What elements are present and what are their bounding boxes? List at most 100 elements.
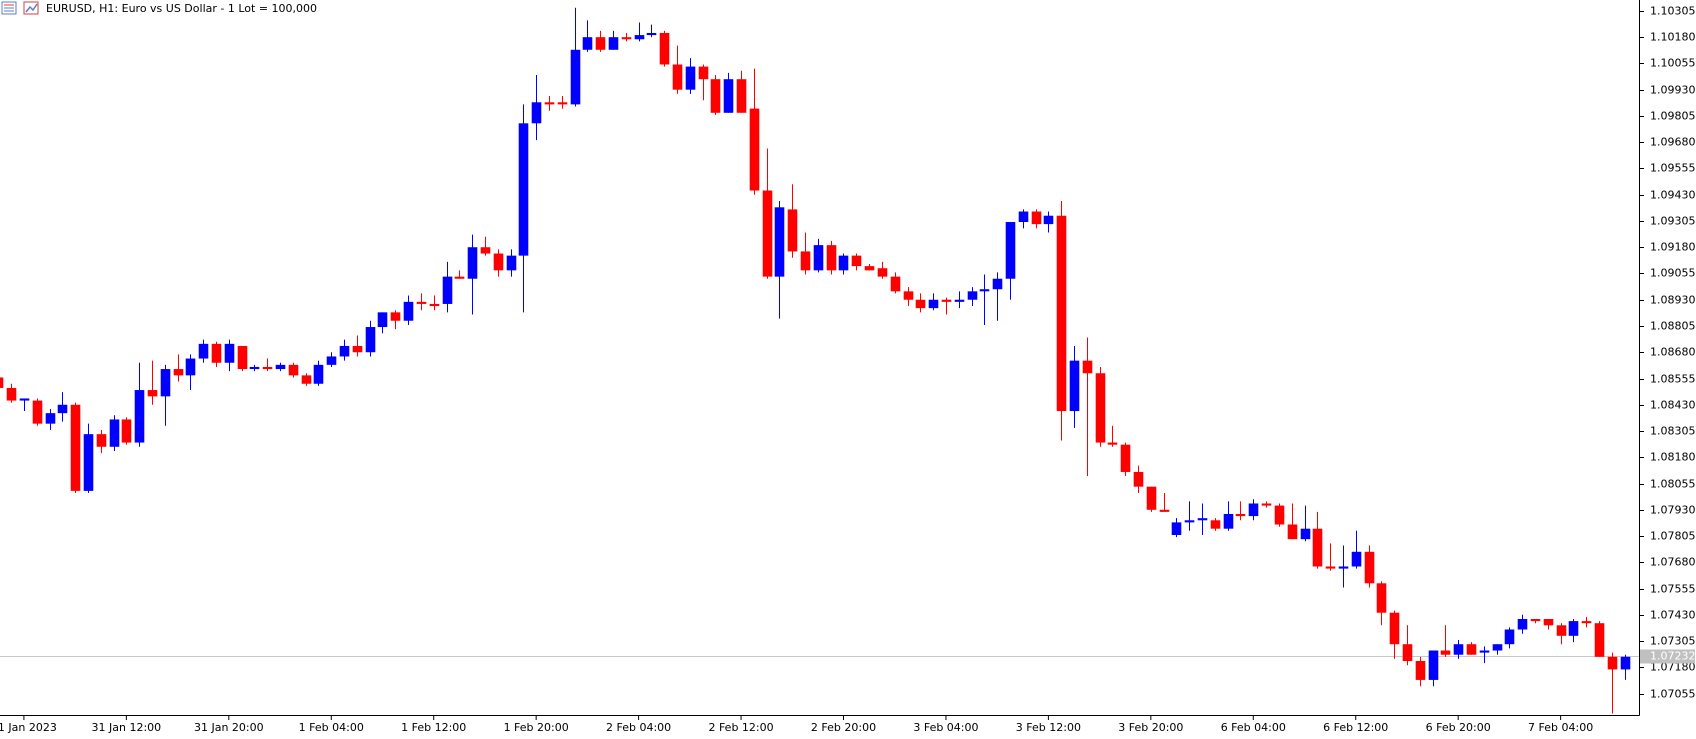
candle-body — [1248, 503, 1259, 517]
candle-body — [0, 377, 4, 388]
candle-body — [1197, 518, 1208, 521]
candle-body — [109, 419, 120, 447]
x-tick-label: 2 Feb 04:00 — [606, 721, 671, 734]
candle-body — [1235, 513, 1246, 517]
candle-body — [160, 369, 171, 397]
x-tick-label: 7 Feb 04:00 — [1528, 721, 1593, 734]
x-tick-label: 6 Feb 04:00 — [1221, 721, 1286, 734]
candle-body — [377, 312, 388, 328]
x-tick-label: 1 Feb 12:00 — [401, 721, 466, 734]
candle-body — [954, 299, 965, 302]
y-tick-label: 1.07180 — [1650, 661, 1696, 674]
candle-body — [1133, 471, 1144, 487]
chart-icon-line — [25, 3, 38, 13]
candle-body — [1082, 360, 1093, 374]
candle-body — [313, 364, 324, 384]
candle-body — [480, 247, 491, 254]
candle-body — [1364, 551, 1375, 584]
candle-body — [211, 343, 222, 363]
candle-body — [595, 37, 606, 50]
candle-body — [890, 276, 901, 292]
candle-body — [1159, 509, 1170, 512]
candle-body — [1184, 520, 1195, 523]
candle-body — [493, 253, 504, 271]
candle-body — [454, 276, 465, 279]
candle-body — [941, 299, 952, 302]
y-tick-label: 1.07055 — [1650, 688, 1696, 701]
candle-body — [1018, 211, 1029, 223]
y-tick-label: 1.09305 — [1650, 215, 1696, 228]
candle-body — [557, 102, 568, 105]
x-tick-label: 6 Feb 20:00 — [1426, 721, 1491, 734]
candle-body — [1389, 612, 1400, 645]
y-tick-label: 1.08305 — [1650, 425, 1696, 438]
y-tick-label: 1.09930 — [1650, 84, 1696, 97]
candle-body — [1325, 566, 1336, 569]
candle-body — [1312, 528, 1323, 567]
candle-body — [1504, 629, 1515, 645]
candle-body — [608, 37, 619, 50]
candle-body — [1171, 522, 1182, 535]
candle-body — [698, 66, 709, 80]
candle-body — [467, 247, 478, 279]
candle-body — [173, 369, 184, 376]
candle-body — [1466, 644, 1477, 655]
y-tick-label: 1.09805 — [1650, 110, 1696, 123]
candle-body — [1440, 650, 1451, 655]
candle-body — [275, 364, 286, 370]
candle-body — [621, 37, 632, 40]
candle-body — [787, 209, 798, 252]
candle-body — [403, 301, 414, 321]
candle-body — [1043, 215, 1054, 225]
candle-body — [851, 255, 862, 267]
candle-body — [147, 390, 158, 397]
candle-body — [1556, 625, 1567, 636]
candle-body — [826, 245, 837, 271]
candle-body — [723, 79, 734, 113]
candle-body — [659, 32, 670, 65]
y-tick-label: 1.07680 — [1650, 556, 1696, 569]
y-tick-label: 1.09430 — [1650, 189, 1696, 202]
candle-body — [1581, 621, 1592, 624]
candle-body — [1351, 551, 1362, 567]
candle-body — [634, 35, 645, 40]
candle-body — [185, 358, 196, 376]
candle-body — [1402, 644, 1413, 662]
x-tick-label: 31 Jan 20:00 — [194, 721, 264, 734]
candle-body — [301, 375, 312, 384]
candle-body — [1338, 566, 1349, 569]
candle-body — [672, 64, 683, 90]
x-tick-label: 2 Feb 20:00 — [811, 721, 876, 734]
candle-body — [813, 245, 824, 271]
candle-body — [762, 190, 773, 277]
x-tick-label: 1 Feb 04:00 — [299, 721, 364, 734]
candle-body — [992, 278, 1003, 290]
candle-body — [928, 299, 939, 309]
candle-body — [736, 79, 747, 113]
candle-body — [429, 303, 440, 307]
candle-body — [838, 255, 849, 271]
y-tick-label: 1.07930 — [1650, 504, 1696, 517]
candle-body — [800, 251, 811, 271]
y-tick-label: 1.08180 — [1650, 451, 1696, 464]
y-tick-label: 1.10180 — [1650, 31, 1696, 44]
candle-body — [1287, 524, 1298, 540]
candle-body — [1543, 619, 1554, 626]
candle-body — [83, 434, 94, 491]
y-tick-label: 1.07555 — [1650, 583, 1696, 596]
y-tick-label: 1.08430 — [1650, 399, 1696, 412]
candle-body — [1479, 650, 1490, 653]
candle-body — [249, 366, 260, 370]
candle-body — [1261, 503, 1272, 506]
candle-body — [262, 366, 273, 370]
candle-body — [416, 301, 427, 304]
candle-body — [1005, 222, 1016, 279]
candle-body — [979, 289, 990, 292]
candle-body — [121, 419, 132, 443]
candle-body — [749, 108, 760, 191]
candle-body — [96, 434, 107, 447]
candle-body — [877, 268, 888, 277]
y-tick-label: 1.08805 — [1650, 320, 1696, 333]
candle-body — [19, 398, 30, 401]
